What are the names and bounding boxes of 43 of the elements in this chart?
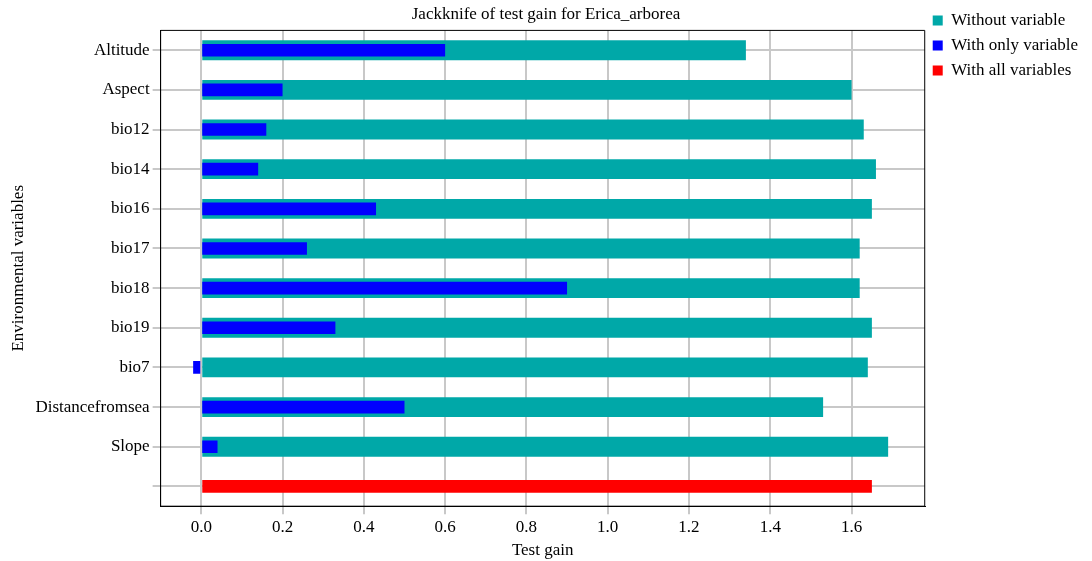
legend-label: Without variable bbox=[951, 9, 1066, 29]
bar bbox=[202, 159, 876, 180]
x-tick-label: 0.2 bbox=[271, 516, 294, 536]
x-axis-title: Test gain bbox=[511, 540, 574, 560]
bar bbox=[202, 242, 307, 255]
x-tick-label: 1.0 bbox=[597, 516, 619, 536]
y-tick-label: Distancefromsea bbox=[35, 396, 151, 416]
x-tick-label: 0.6 bbox=[434, 516, 456, 536]
x-tick-label: 0.8 bbox=[515, 516, 538, 536]
chart-title: Jackknife of test gain for Erica_arborea bbox=[411, 3, 681, 23]
bar bbox=[202, 321, 336, 335]
bar bbox=[202, 162, 259, 176]
x-tick-label: 1.4 bbox=[759, 516, 782, 536]
y-tick-label: Slope bbox=[110, 436, 150, 456]
y-tick-label: bio14 bbox=[110, 158, 151, 178]
bar bbox=[202, 83, 283, 97]
y-tick-label: bio7 bbox=[119, 356, 151, 376]
bar bbox=[202, 480, 872, 493]
bar bbox=[202, 436, 889, 457]
legend-label: With all variables bbox=[951, 59, 1072, 79]
x-tick-label: 0.4 bbox=[353, 516, 375, 536]
y-tick-label: bio12 bbox=[110, 118, 150, 138]
bar bbox=[202, 400, 405, 414]
y-tick-label: bio17 bbox=[110, 237, 151, 257]
y-tick-label: bio16 bbox=[110, 198, 150, 218]
y-tick-label: bio18 bbox=[110, 277, 150, 297]
bar bbox=[202, 440, 218, 454]
y-tick-label: Altitude bbox=[93, 39, 150, 59]
y-axis-title: Environmental variables bbox=[7, 184, 27, 352]
y-tick-label: bio19 bbox=[110, 317, 150, 337]
bar bbox=[193, 361, 201, 374]
bar bbox=[202, 119, 864, 140]
bar bbox=[202, 79, 852, 100]
x-tick-label: 1.6 bbox=[840, 516, 863, 536]
y-tick-label: Aspect bbox=[102, 79, 150, 99]
x-tick-label: 1.2 bbox=[678, 516, 700, 536]
bar bbox=[202, 281, 568, 295]
bar bbox=[202, 123, 267, 136]
bar bbox=[202, 202, 377, 216]
bar bbox=[202, 357, 868, 378]
legend-label: With only variable bbox=[951, 34, 1078, 54]
x-tick-label: 0.0 bbox=[190, 516, 212, 536]
bar bbox=[202, 43, 446, 57]
